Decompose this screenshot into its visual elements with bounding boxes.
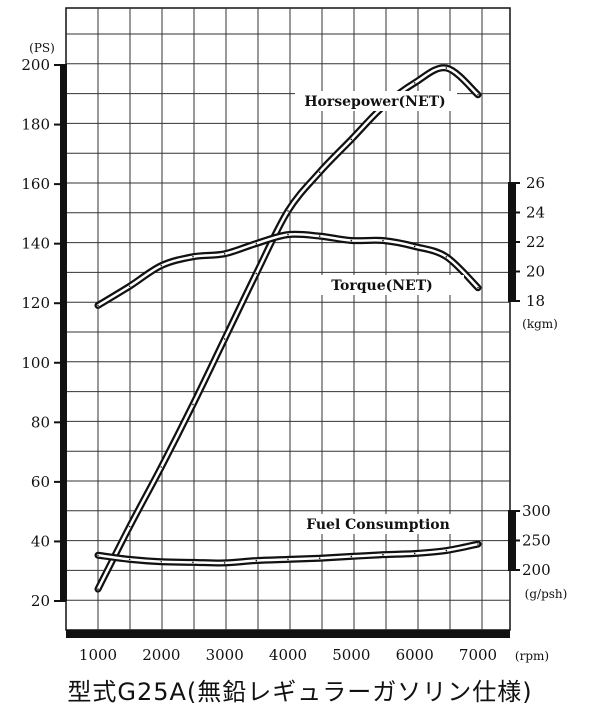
horsepower-data-point <box>255 272 258 275</box>
left-axis-tick-label: 20 <box>31 592 50 610</box>
fuel-axis-unit: (g/psh) <box>525 587 568 601</box>
fuel-consumption-data-point <box>97 554 99 557</box>
left-axis-tick-label: 100 <box>21 354 50 372</box>
x-axis-tick-label: 5000 <box>332 646 370 664</box>
torque-axis-tick-label: 22 <box>526 233 545 251</box>
torque-data-point <box>128 285 131 288</box>
horsepower-data-point <box>160 466 163 468</box>
fuel-consumption-data-point <box>477 543 479 545</box>
x-axis-tick-label: 1000 <box>79 646 117 664</box>
horsepower-data-point <box>413 82 416 84</box>
horsepower-data-point <box>192 403 194 406</box>
fuel-consumption-data-point <box>255 559 258 562</box>
fuel-consumption-data-point <box>128 558 131 561</box>
left-axis-tick-label: 180 <box>21 116 50 134</box>
x-axis-unit: (rpm) <box>515 649 549 663</box>
torque-data-point <box>382 239 384 242</box>
torque-data-point <box>192 255 194 258</box>
horsepower-label-bg <box>295 91 457 111</box>
torque-label: Torque(NET) <box>331 278 433 294</box>
horsepower-data-point <box>445 67 448 69</box>
torque-label-bg <box>302 275 464 295</box>
torque-data-point <box>97 304 99 307</box>
torque-axis-tick-label: 18 <box>526 292 545 310</box>
left-axis-tick-label: 140 <box>21 235 50 253</box>
torque-data-point <box>255 242 258 245</box>
left-axis-tick-label: 120 <box>21 294 50 312</box>
x-axis-tick-label: 6000 <box>396 646 434 664</box>
left-axis-bar <box>60 64 67 601</box>
horsepower-data-point <box>128 525 131 528</box>
horsepower-data-point <box>223 338 226 340</box>
fuel-axis-tick-label: 200 <box>522 561 551 579</box>
fuel-consumption-data-point <box>350 555 353 558</box>
fuel-consumption-data-point <box>318 557 321 559</box>
torque-data-point <box>318 235 321 237</box>
left-axis-tick-label: 160 <box>21 175 50 193</box>
x-axis-tick-label: 3000 <box>206 646 244 664</box>
torque-data-point <box>477 286 479 289</box>
left-axis-tick-label: 60 <box>31 473 50 491</box>
fuel-consumption-label-bg <box>298 514 460 534</box>
torque-data-point <box>350 239 353 242</box>
torque-data-point <box>413 245 416 248</box>
fuel-consumption-data-point <box>223 562 226 564</box>
horsepower-label: Horsepower(NET) <box>304 94 445 110</box>
fuel-axis-tick-label: 250 <box>522 532 551 550</box>
fuel-consumption-label: Fuel Consumption <box>306 517 450 533</box>
fuel-axis-tick-label: 300 <box>522 502 551 520</box>
fuel-consumption-data-point <box>287 558 289 561</box>
torque-data-point <box>223 253 226 255</box>
left-axis-unit: (PS) <box>29 41 55 55</box>
horsepower-data-point <box>287 210 289 212</box>
horsepower-data-point <box>477 93 479 96</box>
chart-caption: 型式G25A(無鉛レギュラーガソリン仕様) <box>67 678 533 706</box>
horsepower-data-point <box>318 171 321 173</box>
left-axis-tick-label: 200 <box>21 56 50 74</box>
torque-data-point <box>445 255 448 258</box>
x-axis-tick-label: 2000 <box>142 646 180 664</box>
fuel-consumption-data-point <box>192 561 194 564</box>
fuel-consumption-data-point <box>413 552 416 555</box>
x-axis-band <box>66 630 510 638</box>
torque-data-point <box>160 264 163 267</box>
left-axis-tick-label: 80 <box>31 413 50 431</box>
x-axis-tick-label: 7000 <box>459 646 497 664</box>
torque-axis-tick-label: 24 <box>526 204 545 222</box>
fuel-consumption-data-point <box>382 553 384 556</box>
torque-axis-tick-label: 26 <box>526 174 545 192</box>
fuel-consumption-data-point <box>160 560 163 563</box>
fuel-consumption-data-point <box>445 549 448 552</box>
torque-data-point <box>287 233 289 236</box>
torque-axis-tick-label: 20 <box>526 263 545 281</box>
horsepower-data-point <box>97 588 99 590</box>
torque-axis-unit: (kgm) <box>522 317 558 331</box>
horsepower-data-point <box>350 138 353 141</box>
left-axis-tick-label: 40 <box>31 532 50 550</box>
x-axis-tick-label: 4000 <box>269 646 307 664</box>
